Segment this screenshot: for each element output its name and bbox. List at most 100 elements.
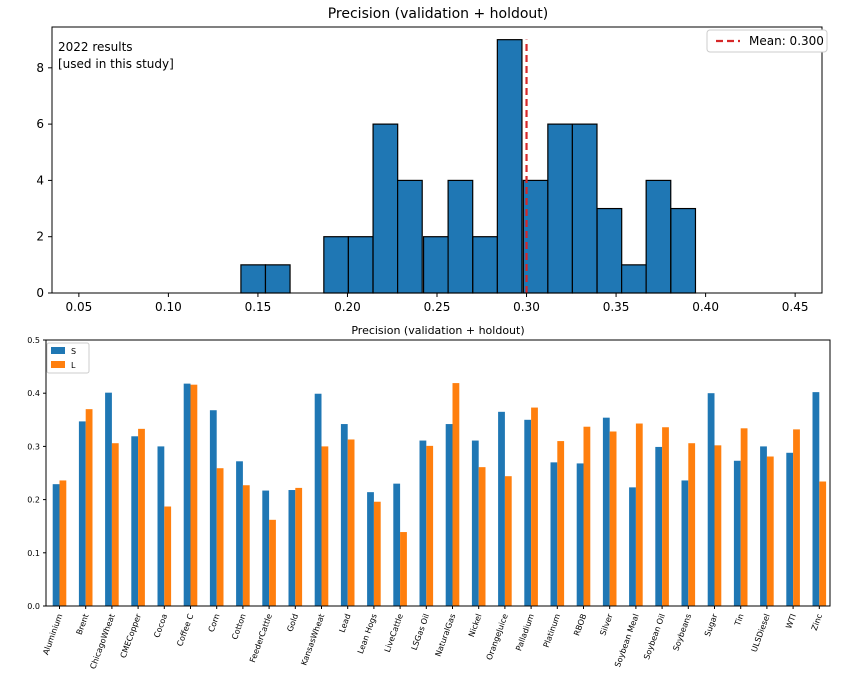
bar-s — [681, 480, 689, 606]
bar-x-tick-label: Soybean Oil — [642, 613, 667, 661]
bar-x-tick-label: FeederCattle — [248, 613, 274, 664]
annotation-line-1: 2022 results — [58, 40, 133, 54]
bar-l — [347, 439, 355, 606]
bar-l — [85, 409, 93, 606]
bar-l — [216, 468, 224, 606]
bar-l — [819, 481, 827, 606]
bar-x-tick-label: OrangeJuice — [485, 613, 510, 662]
bar-s — [445, 424, 453, 606]
histogram-bar — [323, 236, 350, 294]
bar-s — [314, 393, 322, 606]
bar-s — [707, 393, 715, 606]
histogram-legend-box — [706, 29, 828, 53]
bar-s — [367, 492, 374, 606]
bar-x-tick-label: Gold — [285, 613, 300, 633]
bar-s — [760, 446, 767, 606]
histogram-x-tick-label: 0.15 — [245, 300, 272, 314]
histogram-legend: Mean: 0.300 — [706, 29, 828, 53]
bar-s — [52, 484, 60, 606]
bar-s — [524, 419, 532, 606]
histogram-bar — [347, 236, 374, 294]
histogram-x-tick-label: 0.45 — [782, 300, 809, 314]
bar-chart-bars — [52, 383, 827, 606]
histogram-bar — [596, 207, 623, 294]
histogram-bar — [547, 123, 574, 294]
bar-l — [478, 467, 486, 606]
bar-l — [138, 428, 145, 606]
bar-l — [531, 407, 538, 606]
bar-x-tick-label: Silver — [598, 612, 614, 637]
histogram-bar — [372, 123, 399, 294]
bar-x-tick-label: Tin — [733, 613, 746, 628]
bar-l — [504, 476, 512, 606]
bar-y-tick-label: 0.0 — [27, 602, 40, 611]
bar-l — [426, 445, 434, 606]
bar-y-tick-label: 0.4 — [27, 389, 40, 398]
histogram-bar — [447, 179, 474, 294]
histogram-bar — [422, 236, 449, 294]
bar-s — [183, 383, 191, 606]
bar-s — [812, 392, 820, 606]
bar-x-tick-label: Nickel — [467, 613, 484, 639]
histogram-bar — [472, 236, 499, 294]
histogram-x-tick-label: 0.20 — [334, 300, 361, 314]
bar-l — [714, 445, 722, 606]
bar-s — [262, 490, 270, 606]
bar-x-tick-label: Cocoa — [152, 613, 169, 639]
bar-l — [740, 428, 748, 606]
bar-x-tick-label: Brent — [75, 613, 91, 637]
bar-y-tick-label: 0.1 — [27, 549, 40, 558]
bar-s — [78, 421, 86, 606]
bar-l — [373, 501, 381, 606]
annotation-line-2: [used in this study] — [58, 57, 174, 71]
bar-s — [629, 487, 636, 606]
bar-l — [59, 480, 67, 606]
bar-l — [452, 383, 460, 606]
histogram-title: Precision (validation + holdout) — [328, 6, 549, 22]
bar-l — [557, 441, 565, 606]
histogram-x-tick-label: 0.05 — [66, 300, 93, 314]
bar-s — [471, 440, 479, 606]
bar-y-tick-label: 0.3 — [27, 442, 40, 451]
bar-x-tick-label: RBOB — [572, 613, 588, 637]
bar-x-tick-label: Zinc — [810, 613, 824, 632]
bar-x-tick-label: WTI — [784, 613, 798, 630]
histogram-x-tick-label: 0.40 — [692, 300, 719, 314]
bar-s — [602, 417, 610, 606]
legend-s-label: S — [71, 347, 76, 356]
bar-l — [190, 384, 198, 606]
bar-s — [288, 490, 296, 606]
histogram-axes-frame — [51, 26, 823, 294]
histogram-bar — [621, 264, 647, 294]
histogram-bar — [397, 179, 423, 294]
bar-s — [655, 446, 663, 606]
bar-x-tick-label: ChicagoWheat — [88, 613, 116, 671]
histogram-bar — [670, 207, 697, 294]
bar-x-tick-label: Palladium — [514, 612, 536, 652]
bar-y-tick-label: 0.2 — [27, 496, 40, 505]
mean-legend-label: Mean: 0.300 — [749, 34, 824, 48]
grouped-bar-panel: Precision (validation + holdout) 0.0 0.1 0… — [27, 324, 831, 671]
bar-l — [295, 487, 303, 606]
legend-l-swatch — [51, 361, 65, 368]
bar-s — [209, 410, 217, 606]
bar-chart-title: Precision (validation + holdout) — [351, 324, 524, 337]
bar-l — [583, 426, 591, 606]
bar-x-tick-label: Aluminium — [41, 612, 64, 656]
bar-s — [131, 436, 139, 606]
bar-l — [400, 532, 407, 606]
legend-l-label: L — [71, 361, 76, 370]
bar-x-tick-label: NaturalGas — [434, 613, 458, 658]
bar-x-tick-label: Coffee C — [175, 612, 195, 647]
bar-s — [733, 460, 741, 606]
histogram-x-tick-label: 0.35 — [603, 300, 630, 314]
histogram-ticks: 0.05 0.10 0.15 0.20 0.25 0.30 0.35 0.40 0.45 0 2 4 6… — [36, 61, 808, 314]
bar-x-tick-label: CMECopper — [119, 612, 144, 659]
bar-x-tick-label: ULSDiesel — [750, 613, 772, 654]
bar-s — [576, 463, 584, 606]
histogram-y-tick-label: 8 — [36, 61, 44, 75]
histogram-bar — [496, 39, 523, 294]
bar-l — [635, 423, 643, 606]
bar-x-tick-label: Soybean Meal — [613, 613, 641, 669]
